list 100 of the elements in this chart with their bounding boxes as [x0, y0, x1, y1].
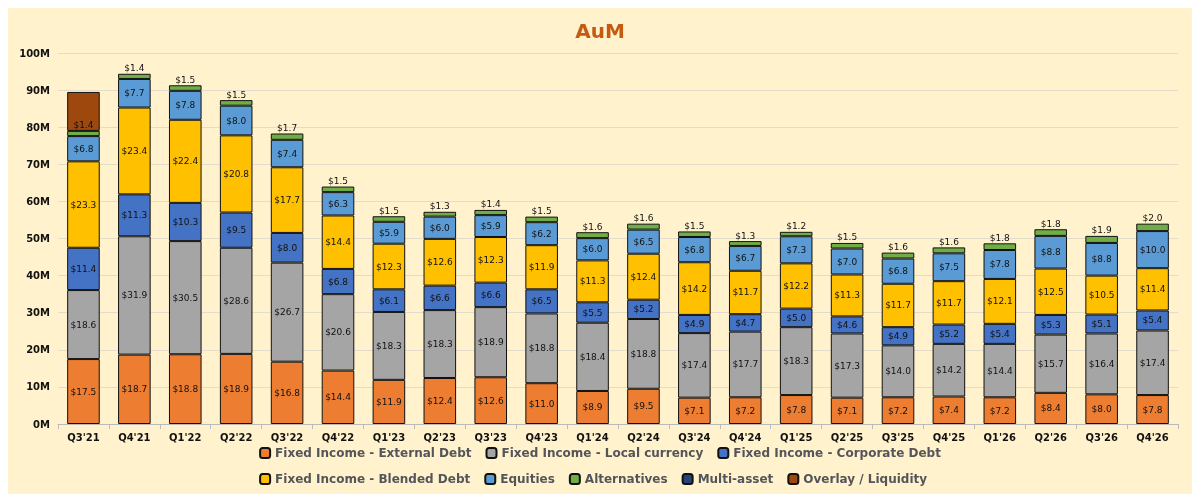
data-label: $6.6 [429, 292, 451, 303]
data-label: $17.4 [681, 360, 708, 371]
data-label: $1.3 [429, 201, 450, 212]
data-label: $18.9 [223, 383, 250, 394]
y-tick-label: 90M [26, 84, 51, 96]
data-label: $28.6 [223, 295, 250, 306]
data-label: $15.7 [1037, 358, 1064, 369]
data-label: $9.5 [226, 225, 247, 236]
x-tick-label: Q2'23 [423, 431, 457, 443]
data-label: $17.7 [274, 195, 300, 206]
data-label: $12.6 [426, 257, 453, 268]
data-label: $7.3 [786, 244, 807, 255]
data-label: $5.4 [989, 328, 1011, 339]
data-label: $30.5 [172, 292, 199, 303]
data-label: $7.7 [124, 88, 145, 99]
legend-label: Overlay / Liquidity [803, 472, 928, 486]
data-label: $10.3 [172, 216, 199, 227]
y-tick-label: 10M [26, 381, 51, 393]
chart-title: AuM [575, 19, 625, 43]
y-tick-label: 80M [26, 121, 51, 133]
data-label: $1.2 [786, 221, 807, 232]
data-label: $11.7 [732, 287, 759, 298]
data-label: $11.3 [121, 210, 148, 221]
data-label: $8.4 [1040, 403, 1062, 414]
data-label: $8.0 [1091, 404, 1112, 415]
data-label: $8.8 [1040, 247, 1062, 258]
x-tick-label: Q3'21 [67, 431, 100, 443]
data-label: $4.6 [837, 319, 858, 330]
data-label: $11.9 [376, 396, 403, 407]
x-tick-label: Q3'25 [881, 431, 915, 443]
data-label: $1.6 [582, 221, 603, 232]
data-label: $1.7 [277, 123, 298, 134]
data-label: $12.4 [630, 271, 657, 282]
data-label: $1.5 [226, 89, 247, 100]
data-label: $1.4 [73, 120, 94, 131]
data-label: $7.1 [684, 405, 705, 416]
data-label: $8.9 [582, 402, 603, 413]
data-label: $23.4 [121, 145, 148, 156]
data-label: $12.5 [1037, 286, 1064, 297]
data-label: $1.5 [837, 232, 858, 243]
y-tick-label: 60M [26, 195, 51, 207]
data-label: $6.8 [73, 143, 94, 154]
data-label: $17.7 [732, 359, 759, 370]
data-label: $18.7 [121, 384, 148, 395]
data-label: $5.3 [1040, 319, 1061, 330]
data-label: $18.8 [172, 384, 199, 395]
data-label: $12.2 [783, 280, 810, 291]
x-tick-label: Q2'26 [1034, 431, 1067, 443]
data-label: $1.4 [480, 199, 502, 210]
x-tick-label: Q4'23 [525, 431, 558, 443]
data-label: $31.9 [121, 290, 148, 301]
data-label: $14.0 [885, 366, 912, 377]
data-label: $11.4 [1139, 284, 1166, 295]
data-label: $7.8 [786, 404, 807, 415]
legend-label: Fixed Income - Corporate Debt [733, 446, 942, 460]
data-label: $12.1 [986, 296, 1013, 307]
data-label: $11.0 [528, 398, 555, 409]
x-tick-label: Q4'21 [118, 431, 151, 443]
data-label: $7.8 [989, 259, 1011, 270]
data-label: $7.5 [938, 262, 959, 273]
data-label: $1.5 [378, 205, 399, 216]
legend-label: Fixed Income - External Debt [275, 446, 472, 460]
y-tick-label: 0M [33, 418, 51, 430]
data-label: $4.9 [887, 331, 909, 342]
data-label: $8.8 [1091, 254, 1112, 265]
legend-label: Multi-asset [697, 472, 774, 486]
data-label: $22.4 [172, 156, 199, 167]
data-label: $6.6 [480, 289, 502, 300]
data-label: $5.9 [378, 227, 400, 238]
x-tick-label: Q1'26 [983, 431, 1017, 443]
data-label: $12.4 [426, 396, 453, 406]
y-tick-label: 70M [26, 158, 51, 170]
data-label: $1.5 [531, 206, 552, 217]
data-label: $1.3 [735, 230, 756, 241]
x-tick-label: Q4'24 [729, 431, 762, 443]
data-label: $14.4 [986, 365, 1013, 376]
data-label: $8.0 [226, 115, 247, 126]
data-label: $1.8 [1040, 218, 1062, 229]
data-label: $6.3 [327, 198, 349, 209]
data-label: $7.2 [735, 405, 756, 416]
y-tick-label: 50M [26, 233, 51, 244]
data-label: $1.4 [124, 63, 145, 74]
data-label: $20.8 [223, 168, 250, 179]
data-label: $18.3 [426, 339, 453, 350]
data-label: $18.3 [783, 356, 810, 367]
data-label: $6.8 [684, 244, 705, 255]
data-label: $6.8 [327, 276, 349, 287]
data-label: $11.9 [528, 262, 555, 273]
x-tick-label: Q2'25 [830, 431, 864, 443]
data-label: $1.6 [633, 213, 654, 224]
x-tick-label: Q4'26 [1136, 431, 1169, 443]
x-tick-label: Q3'22 [270, 431, 304, 443]
data-label: $6.8 [887, 266, 909, 277]
data-label: $1.6 [887, 242, 909, 253]
data-label: $5.1 [1091, 319, 1112, 330]
x-tick-label: Q2'22 [219, 431, 253, 443]
legend-label: Fixed Income - Blended Debt [275, 472, 471, 486]
data-label: $6.5 [633, 236, 654, 247]
data-label: $6.5 [531, 296, 552, 307]
data-label: $6.1 [378, 295, 399, 306]
